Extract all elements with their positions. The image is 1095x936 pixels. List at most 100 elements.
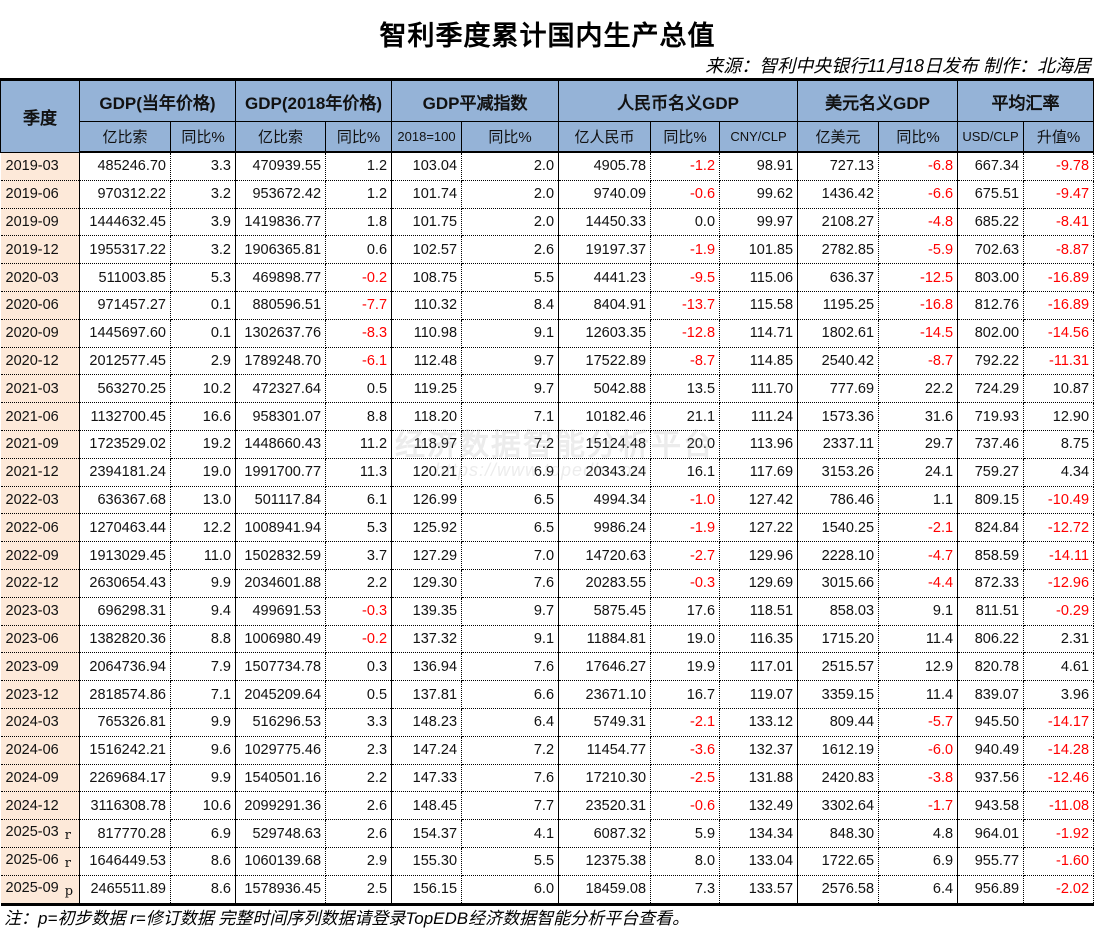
value-cell: -14.28 [1023, 736, 1095, 765]
value-cell: 2.2 [325, 569, 393, 598]
value-cell: 6.4 [461, 708, 560, 737]
value-cell: 5.5 [461, 847, 560, 876]
value-cell: 114.85 [719, 347, 799, 376]
value-cell: 529748.63 [235, 819, 327, 848]
value-cell: 120.21 [391, 458, 463, 487]
value-cell: 1195.25 [797, 291, 880, 320]
value-cell: 777.69 [797, 374, 880, 404]
value-cell: 802.00 [957, 319, 1025, 348]
value-cell: 2515.57 [797, 652, 880, 682]
header-sub: CNY/CLP [719, 121, 799, 153]
value-cell: 9986.24 [558, 513, 652, 543]
quarter-cell: 2020-09 [0, 319, 80, 348]
value-cell: 1060139.68 [235, 847, 327, 876]
quarter-label: 2024-06 [5, 742, 59, 759]
value-cell: 14720.63 [558, 541, 652, 570]
value-cell: 7.7 [461, 791, 560, 821]
value-cell: -1.92 [1023, 819, 1095, 848]
value-cell: 148.23 [391, 708, 463, 737]
value-cell: 470939.55 [235, 152, 327, 181]
value-cell: 7.2 [461, 430, 560, 459]
value-cell: 133.12 [719, 708, 799, 737]
value-cell: -11.08 [1023, 791, 1095, 821]
value-cell: 16.1 [650, 458, 721, 487]
value-cell: 10182.46 [558, 402, 652, 431]
quarter-cell: 2020-06 [0, 291, 80, 320]
value-cell: 765326.81 [79, 708, 171, 737]
value-cell: 1955317.22 [79, 235, 171, 265]
value-cell: 2034601.88 [235, 569, 327, 598]
value-cell: -12.72 [1023, 513, 1095, 543]
value-cell: -13.7 [650, 291, 721, 320]
table-row: 2024-12 3116308.78 10.6 2099291.36 2.6 148.45… [0, 791, 1095, 821]
value-cell: 6.0 [461, 875, 560, 906]
quarter-label: 2021-03 [5, 380, 59, 397]
value-cell: 8.6 [170, 847, 237, 876]
quarter-cell: 2019-12 [0, 235, 80, 265]
value-cell: 6.6 [461, 680, 560, 709]
value-cell: 110.98 [391, 319, 463, 348]
quarter-cell: 2022-06 [0, 513, 80, 543]
value-cell: 7.6 [461, 569, 560, 598]
table-row: 2023-03 696298.31 9.4 499691.53 -0.3 139.35 9.… [0, 597, 1095, 626]
value-cell: -8.87 [1023, 235, 1095, 265]
value-cell: 1.8 [325, 208, 393, 237]
quarter-label: 2023-09 [5, 658, 59, 675]
table-row: 2021-12 2394181.24 19.0 1991700.77 11.3 120.2… [0, 458, 1095, 487]
value-cell: 0.1 [170, 291, 237, 320]
value-cell: 1.1 [878, 486, 959, 515]
value-cell: 3153.26 [797, 458, 880, 487]
value-cell: 117.01 [719, 652, 799, 682]
quarter-cell: 2021-12 [0, 458, 80, 487]
header-sub: 2018=100 [391, 121, 463, 153]
value-cell: 759.27 [957, 458, 1025, 487]
value-cell: -2.5 [650, 764, 721, 793]
value-cell: 9.7 [461, 597, 560, 626]
value-cell: -8.3 [325, 319, 393, 348]
header-sub: 同比% [650, 121, 721, 153]
quarter-cell: 2023-12 [0, 680, 80, 709]
quarter-label: 2020-06 [5, 297, 59, 314]
value-cell: -0.3 [650, 569, 721, 598]
value-cell: 1507734.78 [235, 652, 327, 682]
value-cell: 132.49 [719, 791, 799, 821]
value-cell: 102.57 [391, 235, 463, 265]
value-cell: 7.6 [461, 764, 560, 793]
value-cell: 2064736.94 [79, 652, 171, 682]
value-cell: -4.7 [878, 541, 959, 570]
value-cell: 7.3 [650, 875, 721, 906]
value-cell: 9.7 [461, 347, 560, 376]
value-cell: 685.22 [957, 208, 1025, 237]
value-cell: 0.6 [325, 235, 393, 265]
value-cell: 5875.45 [558, 597, 652, 626]
value-cell: 1573.36 [797, 402, 880, 431]
quarter-label: 2021-06 [5, 408, 59, 425]
value-cell: 4441.23 [558, 263, 652, 292]
value-cell: 0.5 [325, 680, 393, 709]
value-cell: 3.96 [1023, 680, 1095, 709]
gdp-table: 季度 GDP(当年价格) GDP(2018年价格) GDP平减指数 人民币名义G… [0, 78, 1095, 906]
value-cell: -4.8 [878, 208, 959, 237]
quarter-cell: 2025-06 r [0, 847, 80, 876]
value-cell: -12.8 [650, 319, 721, 348]
value-cell: 23671.10 [558, 680, 652, 709]
quarter-label: 2021-09 [5, 436, 59, 453]
value-cell: 955.77 [957, 847, 1025, 876]
value-cell: -6.8 [878, 152, 959, 181]
value-cell: 137.81 [391, 680, 463, 709]
value-cell: 2.0 [461, 208, 560, 237]
value-cell: 17210.30 [558, 764, 652, 793]
value-cell: 485246.70 [79, 152, 171, 181]
value-cell: 12603.35 [558, 319, 652, 348]
value-cell: -5.9 [878, 235, 959, 265]
value-cell: 118.20 [391, 402, 463, 431]
quarter-label: 2025-03 [5, 824, 59, 841]
quarter-cell: 2019-09 [0, 208, 80, 237]
quarter-cell: 2019-06 [0, 180, 80, 209]
value-cell: 3015.66 [797, 569, 880, 598]
value-cell: 5.3 [170, 263, 237, 292]
quarter-cell: 2020-12 [0, 347, 80, 376]
header-row-subs: 亿比索 同比% 亿比索 同比% 2018=100 同比% 亿人民币 同比% CN… [1, 121, 1095, 153]
table-row: 2025-03 r 817770.28 6.9 529748.63 2.6 154.37 4.… [0, 819, 1095, 848]
quarter-label: 2022-09 [5, 547, 59, 564]
